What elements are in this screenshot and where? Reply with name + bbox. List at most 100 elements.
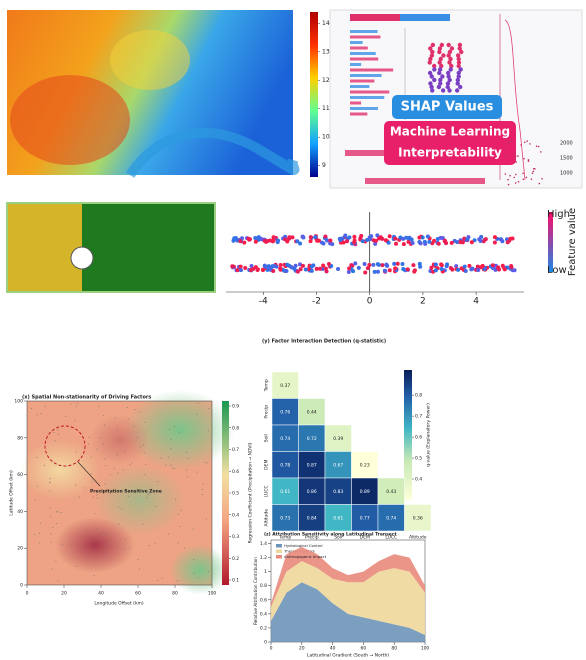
sample-dot bbox=[146, 497, 148, 499]
swarm-dot bbox=[290, 235, 295, 240]
sample-dot bbox=[103, 415, 105, 417]
swarm-dot bbox=[449, 46, 455, 51]
sample-dot bbox=[98, 405, 100, 407]
swarm-dot bbox=[314, 266, 319, 271]
map-frame bbox=[6, 202, 216, 293]
sample-dot bbox=[197, 577, 199, 579]
swarm-dot bbox=[395, 261, 400, 266]
map-right bbox=[82, 203, 215, 292]
legend-low: Low bbox=[547, 265, 567, 276]
swarm-dot bbox=[283, 237, 288, 242]
sample-dot bbox=[154, 543, 156, 545]
swarm-dot bbox=[438, 77, 443, 83]
sample-dot bbox=[197, 402, 199, 404]
swarm-dot bbox=[437, 67, 443, 72]
swarm-dot bbox=[287, 263, 292, 268]
swarm-dot bbox=[238, 264, 243, 269]
colorbar-tick-label: 0.5 bbox=[415, 456, 422, 462]
swarm-dot bbox=[422, 239, 427, 244]
swarm-dot bbox=[238, 268, 243, 273]
swarm-dot bbox=[300, 263, 305, 268]
swarm-dot bbox=[478, 238, 483, 243]
x-tick-label: 20 bbox=[299, 646, 305, 652]
sample-dot bbox=[117, 545, 119, 547]
swarm-dot bbox=[235, 268, 240, 273]
colorbar-tick-label: 12 bbox=[322, 77, 330, 84]
x-tick-label: 60 bbox=[135, 591, 141, 597]
colorbar bbox=[310, 12, 318, 177]
x-tick-label: Soil bbox=[334, 535, 342, 541]
sample-dot bbox=[143, 452, 145, 454]
colorbar-tick-label: 0.4 bbox=[415, 477, 422, 483]
sample-dot bbox=[131, 462, 133, 464]
sample-dot bbox=[196, 471, 198, 473]
swarm-dot bbox=[440, 88, 446, 93]
sample-dot bbox=[187, 457, 189, 459]
swarm-dot bbox=[456, 56, 461, 62]
force-bar bbox=[400, 14, 450, 21]
sample-dot bbox=[90, 456, 92, 458]
sample-dot bbox=[75, 565, 77, 567]
slider-knob bbox=[70, 246, 94, 270]
surface-blob bbox=[20, 440, 100, 500]
scatter-dot bbox=[517, 155, 519, 157]
swarm-dot bbox=[428, 81, 433, 86]
map-left bbox=[7, 203, 82, 292]
legend-swatch bbox=[276, 555, 282, 559]
swarm-dot bbox=[476, 268, 481, 273]
scatter-dot bbox=[527, 160, 530, 162]
sample-dot bbox=[102, 443, 104, 445]
sample-dot bbox=[165, 464, 167, 466]
swarm-dot bbox=[336, 267, 341, 272]
sample-dot bbox=[167, 533, 169, 535]
sample-dot bbox=[139, 411, 141, 413]
swarm-dot bbox=[308, 235, 313, 240]
swarm-dot bbox=[278, 266, 283, 271]
scatter-dot bbox=[510, 139, 513, 141]
scatter-dot bbox=[522, 178, 525, 181]
swarm-dot bbox=[444, 264, 449, 269]
map-hotspot bbox=[10, 75, 130, 165]
chart-title: (x) Spatial Non-stationarity of Driving … bbox=[22, 395, 151, 401]
swarm-dot bbox=[394, 241, 399, 246]
swarm-dot bbox=[346, 270, 351, 275]
swarm-dot bbox=[262, 238, 267, 243]
annotation: Precipitation Sensitive Zone bbox=[90, 489, 162, 495]
chart-title: (z) Attribution Sensitivity along Latitu… bbox=[264, 532, 398, 538]
swarm-dot bbox=[256, 235, 261, 240]
badge bbox=[392, 95, 502, 119]
side-tick-label: 2000 bbox=[560, 141, 573, 147]
swarm-dot bbox=[456, 74, 461, 79]
sample-dot bbox=[168, 429, 170, 431]
swarm-dot bbox=[328, 238, 333, 243]
sample-dot bbox=[196, 413, 198, 415]
swarm-dot bbox=[300, 234, 305, 239]
sample-dot bbox=[87, 443, 89, 445]
swarm-dot bbox=[418, 264, 423, 269]
scatter-dot bbox=[505, 146, 507, 148]
swarm-dot bbox=[306, 267, 311, 272]
scatter-dot bbox=[525, 176, 528, 179]
scatter-dot bbox=[532, 170, 535, 173]
swarm-dot bbox=[375, 269, 380, 274]
y-tick-label: 0.8 bbox=[260, 583, 267, 589]
sample-dot bbox=[57, 580, 59, 582]
swarm-dot bbox=[268, 266, 273, 271]
x-tick-label: 40 bbox=[98, 591, 104, 597]
swarm-dot bbox=[437, 70, 442, 76]
scatter-dot bbox=[504, 173, 507, 175]
swarm-dot bbox=[365, 237, 370, 242]
sample-dot bbox=[104, 458, 106, 460]
sample-dot bbox=[142, 523, 144, 525]
heatmap-cell bbox=[324, 504, 352, 532]
importance-bar bbox=[350, 112, 368, 116]
heatmap-cell bbox=[377, 477, 405, 505]
sample-dot bbox=[175, 498, 177, 500]
swarm-dot bbox=[313, 234, 318, 239]
swarm-dot bbox=[393, 236, 398, 241]
colorbar-label: Regression Coefficient (Precipitation → … bbox=[248, 442, 254, 543]
swarm-dot bbox=[365, 266, 370, 271]
colorbar-tick-label: 0.4 bbox=[232, 512, 239, 518]
y-tick-label: 20 bbox=[17, 546, 23, 552]
cell-label: 0.89 bbox=[360, 489, 370, 495]
